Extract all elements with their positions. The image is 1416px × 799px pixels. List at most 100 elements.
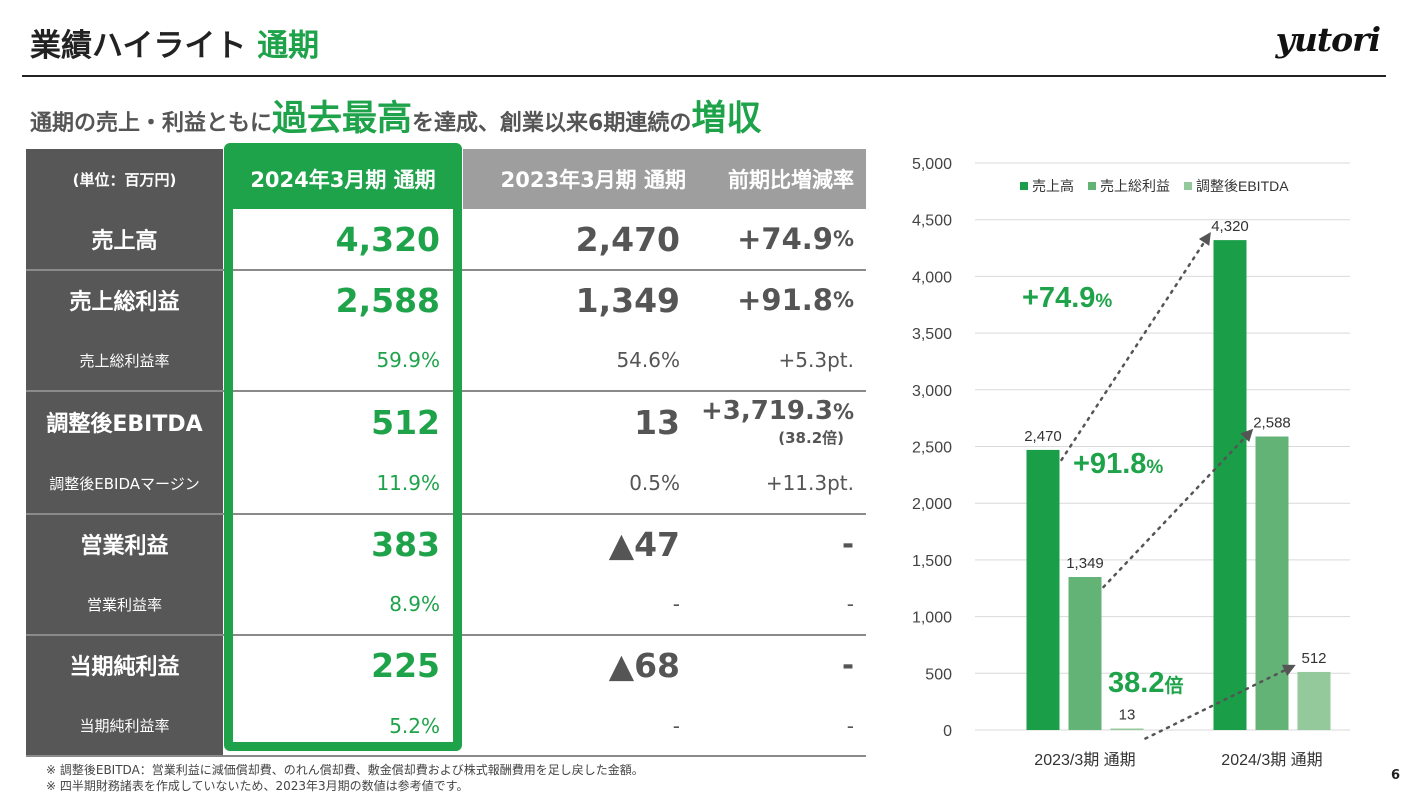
bar bbox=[1026, 449, 1060, 730]
row-label-gross-margin: 売上総利益率 bbox=[26, 330, 223, 390]
cell-gross-margin-fy2023: 54.6% bbox=[616, 348, 680, 372]
data-label: 512 bbox=[1301, 650, 1326, 667]
headline: 通期の売上・利益ともに過去最高を達成、創業以来6期連続の増収 bbox=[30, 90, 761, 141]
growth-annotation: +74.9% bbox=[1022, 282, 1112, 314]
row-label-operating-profit: 営業利益 bbox=[26, 514, 223, 574]
y-tick-label: 1,500 bbox=[912, 553, 952, 570]
page-number: 6 bbox=[1390, 768, 1400, 783]
row-label-ebitda: 調整後EBITDA bbox=[26, 391, 223, 453]
cell-ebitda-margin-fy2023: 0.5% bbox=[629, 471, 680, 495]
row-label-sales: 売上高 bbox=[26, 209, 223, 269]
col-header-fy2023-label: 2023年3月期 通期 bbox=[500, 168, 686, 192]
bar-chart: 0 500 1,000 1,500 2,000 2,500 3,000 3,500 4,000 4… bbox=[912, 156, 1350, 769]
cell-net-margin-fy2024: 5.2% bbox=[389, 713, 440, 738]
growth-arrow bbox=[1144, 664, 1296, 740]
cell-operating-margin-fy2023: - bbox=[672, 592, 680, 616]
cell-sales-fy2023: 2,470 bbox=[575, 219, 680, 259]
y-tick-label: 5,000 bbox=[912, 156, 952, 173]
gross-profit-change-unit: % bbox=[832, 288, 854, 312]
row-label-gross-profit: 売上総利益 bbox=[26, 270, 223, 330]
y-tick-label: 2,000 bbox=[912, 496, 952, 513]
ebitda-change-value: +3,719.3 bbox=[700, 396, 833, 426]
cell-sales-change: +74.9% bbox=[686, 209, 854, 269]
x-tick-label: 2023/3期 通期 bbox=[1034, 751, 1135, 769]
cell-net-income-change: - bbox=[841, 648, 854, 682]
legend-label: 売上高 bbox=[1032, 178, 1074, 194]
x-tick-label: 2024/3期 通期 bbox=[1221, 751, 1322, 769]
sales-change-unit: % bbox=[832, 227, 854, 251]
cell-ebitda-change: +3,719.3% (38.2倍) bbox=[686, 391, 854, 453]
row-label-net-income: 当期純利益 bbox=[26, 635, 223, 695]
gross-profit-change-value: +91.8 bbox=[737, 283, 833, 317]
footnotes: ※ 調整後EBITDA：営業利益に減価償却費、のれん償却費、敷金償却費および株式… bbox=[46, 762, 644, 794]
col-header-fy2023 bbox=[463, 149, 866, 209]
page-title: 業績ハイライト 通期 bbox=[30, 20, 319, 65]
y-tick-label: 3,000 bbox=[912, 383, 952, 400]
cell-sales-fy2024: 4,320 bbox=[335, 219, 440, 259]
y-tick-label: 3,500 bbox=[912, 326, 952, 343]
bar bbox=[1213, 240, 1247, 730]
cell-net-margin-fy2023: - bbox=[672, 713, 680, 738]
y-tick-label: 1,000 bbox=[912, 610, 952, 627]
cell-gross-profit-fy2023: 1,349 bbox=[575, 280, 680, 320]
cell-net-income-fy2024: 225 bbox=[371, 645, 440, 685]
y-tick-label: 4,500 bbox=[912, 213, 952, 230]
cell-gross-margin-fy2024: 59.9% bbox=[376, 348, 440, 372]
row-label-ebitda-margin: 調整後EBIDAマージン bbox=[26, 453, 223, 513]
row-divider bbox=[26, 634, 866, 636]
title-accent: 通期 bbox=[257, 28, 320, 64]
sales-change-value: +74.9 bbox=[737, 222, 833, 256]
results-table: (単位：百万円) 2024年3月期 通期 2023年3月期 通期 前期比増減率 … bbox=[26, 143, 866, 757]
fy2024-highlight-frame bbox=[224, 143, 462, 751]
row-label-operating-margin: 営業利益率 bbox=[26, 574, 223, 634]
cell-operating-margin-change: - bbox=[846, 592, 854, 616]
cell-operating-profit-fy2023: ▲47 bbox=[608, 524, 680, 564]
growth-annotation: +91.8% bbox=[1073, 448, 1163, 480]
row-divider bbox=[26, 269, 866, 271]
row-divider bbox=[26, 755, 866, 757]
headline-emphasis-1: 過去最高 bbox=[272, 99, 413, 139]
data-label: 2,588 bbox=[1253, 415, 1291, 432]
cell-operating-profit-fy2024: 383 bbox=[371, 524, 440, 564]
row-divider bbox=[26, 390, 866, 392]
growth-arrow bbox=[1060, 232, 1211, 462]
legend-swatch bbox=[1088, 182, 1096, 190]
legend-label: 調整後EBITDA bbox=[1196, 178, 1289, 194]
cell-ebitda-fy2024: 512 bbox=[371, 402, 440, 442]
cell-operating-profit-change: - bbox=[841, 527, 854, 561]
cell-ebitda-fy2023: 13 bbox=[634, 402, 680, 442]
y-tick-label: 0 bbox=[943, 723, 952, 740]
headline-emphasis-2: 増収 bbox=[691, 99, 762, 139]
title-divider bbox=[22, 75, 1386, 77]
bar bbox=[1255, 436, 1289, 730]
row-divider bbox=[26, 513, 866, 515]
bar bbox=[1068, 577, 1102, 730]
cell-gross-profit-change: +91.8% bbox=[686, 270, 854, 330]
ebitda-change-unit: % bbox=[832, 400, 854, 424]
footnote-ebitda: ※ 調整後EBITDA：営業利益に減価償却費、のれん償却費、敷金償却費および株式… bbox=[46, 763, 644, 777]
ebitda-change-note: (38.2倍) bbox=[778, 429, 844, 447]
y-tick-label: 2,500 bbox=[912, 440, 952, 457]
ebitda-change-main: +3,719.3% bbox=[701, 396, 854, 427]
legend-swatch bbox=[1184, 182, 1192, 190]
col-header-unit: (単位：百万円) bbox=[26, 149, 223, 209]
row-label-net-margin: 当期純利益率 bbox=[26, 695, 223, 756]
cell-operating-margin-fy2024: 8.9% bbox=[389, 592, 440, 616]
col-header-fy2024: 2024年3月期 通期 bbox=[224, 149, 462, 209]
headline-part-2: を達成、創業以来6期連続の bbox=[412, 111, 692, 136]
bar bbox=[1110, 728, 1144, 730]
cell-ebitda-margin-change: +11.3pt. bbox=[765, 471, 854, 495]
data-label: 13 bbox=[1119, 707, 1136, 724]
growth-annotation: 38.2倍 bbox=[1108, 667, 1183, 699]
legend-swatch bbox=[1020, 182, 1028, 190]
cell-gross-profit-fy2024: 2,588 bbox=[335, 280, 440, 320]
y-tick-label: 4,000 bbox=[912, 269, 952, 286]
footnote-reference: ※ 四半期財務諸表を作成していないため、2023年3月期の数値は参考値です。 bbox=[46, 779, 469, 793]
cell-net-margin-change: - bbox=[846, 713, 854, 738]
cell-ebitda-margin-fy2024: 11.9% bbox=[376, 471, 440, 495]
yutori-logo: yutori bbox=[1275, 20, 1381, 59]
data-label: 4,320 bbox=[1211, 218, 1249, 235]
data-label: 1,349 bbox=[1066, 555, 1104, 572]
y-tick-label: 500 bbox=[925, 666, 952, 683]
col-header-change: 前期比増減率 bbox=[728, 168, 854, 192]
